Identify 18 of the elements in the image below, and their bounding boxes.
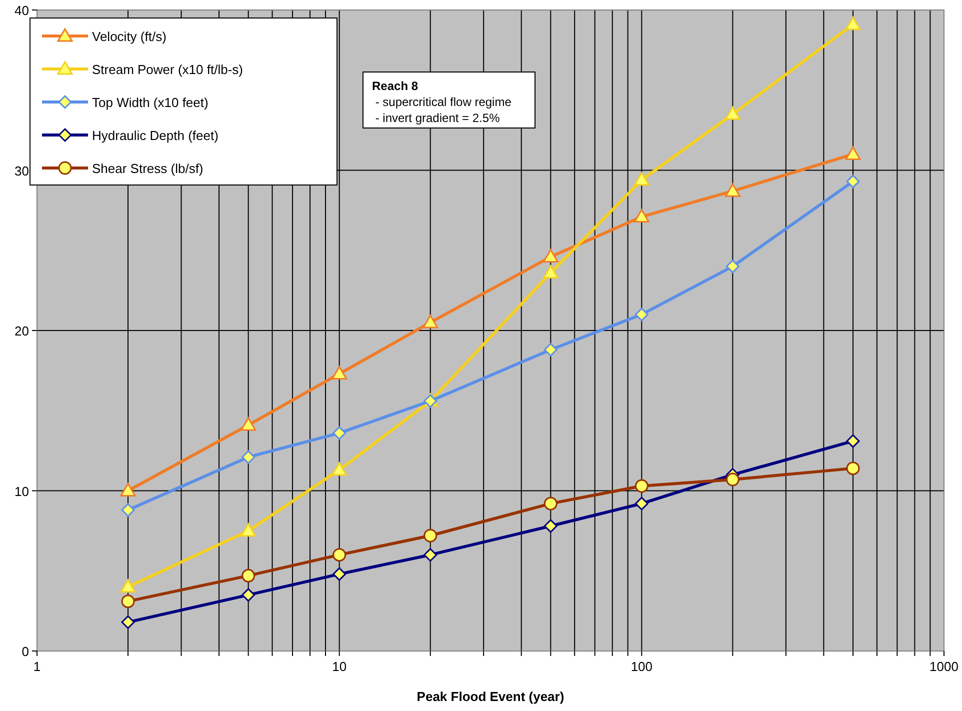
annotation: - invert gradient = 2.5% [372,111,500,125]
y-tick-label: 30 [14,163,29,178]
y-tick-label: 0 [22,644,29,659]
annotation: Reach 8 [372,79,418,93]
y-tick-label: 40 [14,3,29,18]
x-axis-title: Peak Flood Event (year) [416,689,564,704]
y-tick-label: 10 [14,484,29,499]
legend-label: Stream Power (x10 ft/lb-s) [92,62,243,77]
x-tick-label: 1000 [930,659,958,674]
annotation: - supercritical flow regime [372,95,512,109]
legend-label: Top Width (x10 feet) [92,95,208,110]
y-tick-label: 20 [14,324,29,338]
legend-label: Hydraulic Depth (feet) [92,128,218,143]
legend-label: Shear Stress (lb/sf) [92,161,204,176]
x-tick-label: 1 [33,659,41,674]
x-tick-label: 10 [332,659,347,674]
legend-label: Velocity (ft/s) [92,29,166,44]
x-tick-label: 100 [630,659,653,674]
